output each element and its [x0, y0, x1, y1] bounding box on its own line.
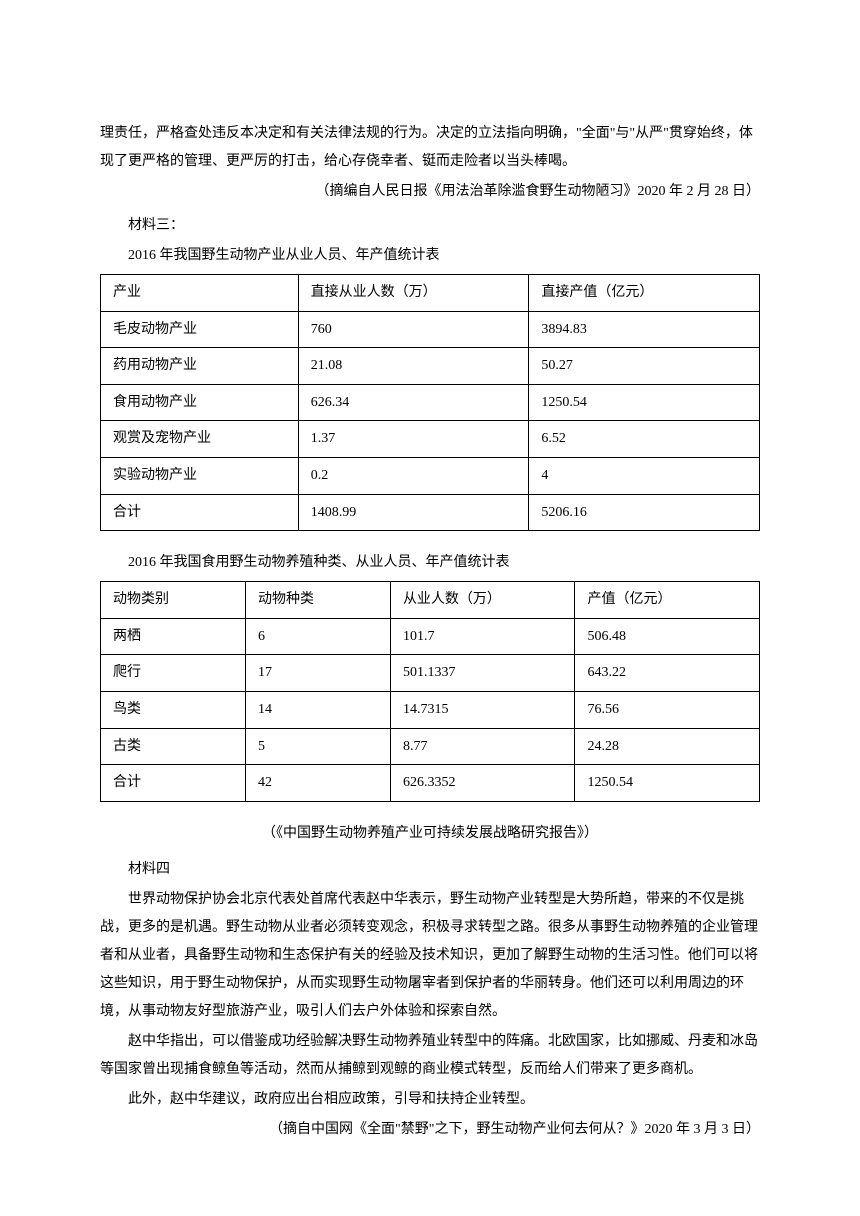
table1-header-1: 直接从业人数（万） — [298, 275, 529, 312]
material3-source: （《中国野生动物养殖产业可持续发展战略研究报告》） — [100, 820, 760, 848]
material4-p3: 此外，赵中华建议，政府应出台相应政策，引导和扶持企业转型。 — [100, 1086, 760, 1114]
intro-source: （摘编自人民日报《用法治革除滥食野生动物陋习》2020 年 2 月 28 日） — [100, 178, 760, 206]
table2: 动物类别 动物种类 从业人数（万） 产值（亿元） 两栖 6 101.7 506.… — [100, 581, 760, 802]
material4-source: （摘自中国网《全面"禁野"之下，野生动物产业何去何从？》2020 年 3 月 3… — [100, 1116, 760, 1144]
table-row: 合计 1408.99 5206.16 — [101, 494, 760, 531]
table-row: 药用动物产业 21.08 50.27 — [101, 348, 760, 385]
table-row: 动物类别 动物种类 从业人数（万） 产值（亿元） — [101, 582, 760, 619]
table-row: 合计 42 626.3352 1250.54 — [101, 765, 760, 802]
material4-p1: 世界动物保护协会北京代表处首席代表赵中华表示，野生动物产业转型是大势所趋，带来的… — [100, 886, 760, 1026]
table1-header-2: 直接产值（亿元） — [529, 275, 760, 312]
table-row: 食用动物产业 626.34 1250.54 — [101, 384, 760, 421]
table2-caption: 2016 年我国食用野生动物养殖种类、从业人员、年产值统计表 — [100, 549, 760, 577]
table-row: 实验动物产业 0.2 4 — [101, 457, 760, 494]
table1-caption: 2016 年我国野生动物产业从业人员、年产值统计表 — [100, 242, 760, 270]
material4-label: 材料四 — [100, 856, 760, 884]
table1: 产业 直接从业人数（万） 直接产值（亿元） 毛皮动物产业 760 3894.83… — [100, 274, 760, 531]
intro-paragraph: 理责任，严格查处违反本决定和有关法律法规的行为。决定的立法指向明确，"全面"与"… — [100, 120, 760, 176]
table-row: 鸟类 14 14.7315 76.56 — [101, 691, 760, 728]
table2-header-1: 动物种类 — [245, 582, 390, 619]
table-row: 两栖 6 101.7 506.48 — [101, 618, 760, 655]
table-row: 产业 直接从业人数（万） 直接产值（亿元） — [101, 275, 760, 312]
table-row: 观赏及宠物产业 1.37 6.52 — [101, 421, 760, 458]
table2-header-0: 动物类别 — [101, 582, 246, 619]
table2-header-2: 从业人数（万） — [390, 582, 575, 619]
table-row: 毛皮动物产业 760 3894.83 — [101, 311, 760, 348]
table1-header-0: 产业 — [101, 275, 299, 312]
table2-header-3: 产值（亿元） — [575, 582, 760, 619]
table-row: 爬行 17 501.1337 643.22 — [101, 655, 760, 692]
table-row: 古类 5 8.77 24.28 — [101, 728, 760, 765]
material3-label: 材料三： — [100, 212, 760, 240]
material4-p2: 赵中华指出，可以借鉴成功经验解决野生动物养殖业转型中的阵痛。北欧国家，比如挪威、… — [100, 1028, 760, 1084]
